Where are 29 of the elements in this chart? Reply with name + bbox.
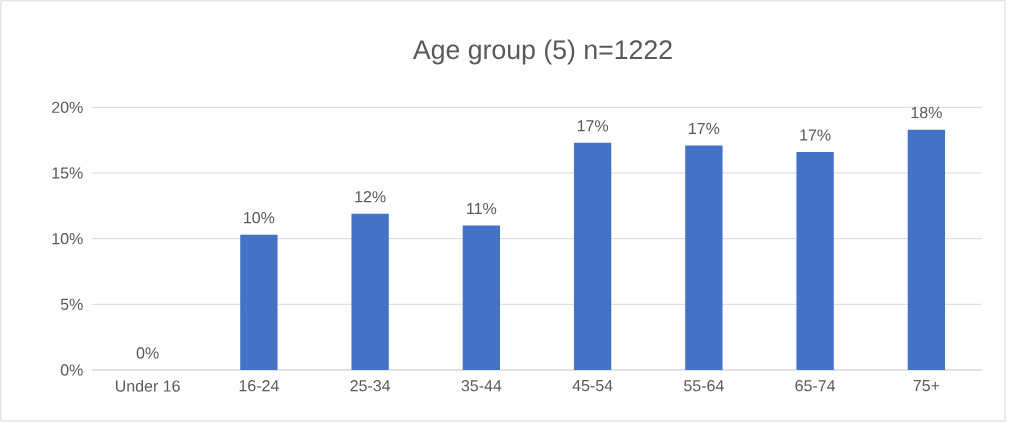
x-tick-label: 65-74	[795, 380, 836, 392]
data-label: 17%	[800, 129, 831, 141]
bar	[573, 142, 612, 370]
data-label: 10%	[244, 212, 275, 224]
x-tick-label: 16-24	[239, 380, 279, 392]
data-label: 18%	[911, 106, 942, 119]
x-tick-label: Under 16	[115, 380, 180, 392]
data-label: 12%	[355, 191, 386, 203]
y-tick-label: 20%	[52, 101, 83, 113]
bar	[462, 225, 501, 370]
data-label: 17%	[577, 120, 609, 132]
x-tick-label: 45-54	[572, 380, 613, 392]
chart-title: Age group (5) n=1222	[412, 39, 672, 65]
x-tick-label: 25-34	[350, 380, 391, 392]
y-tick-label: 10%	[52, 233, 83, 245]
bar	[796, 151, 834, 370]
x-tick-label: 55-64	[684, 380, 724, 392]
y-tick-label: 0%	[60, 364, 83, 376]
data-label: 0%	[136, 347, 159, 359]
bar	[907, 129, 946, 370]
y-tick-label: 5%	[60, 298, 83, 310]
bar	[685, 145, 723, 370]
x-tick-label: 35-44	[461, 380, 502, 392]
data-label: 11%	[467, 202, 497, 215]
data-label: 17%	[689, 122, 720, 135]
y-tick-label: 15%	[52, 167, 83, 179]
bar	[351, 213, 389, 370]
bar	[240, 234, 278, 370]
x-tick-label: 75+	[913, 380, 940, 392]
